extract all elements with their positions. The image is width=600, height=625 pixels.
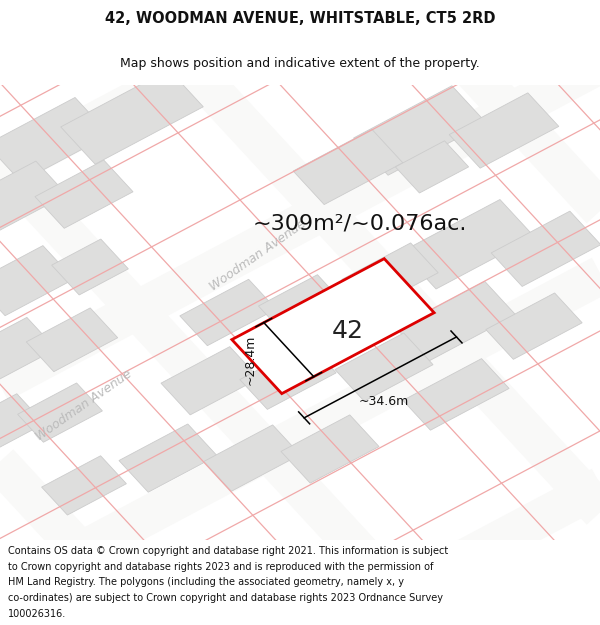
Polygon shape [395, 141, 469, 193]
Polygon shape [401, 199, 535, 289]
Polygon shape [240, 343, 336, 409]
Text: 42: 42 [332, 319, 364, 342]
Polygon shape [17, 383, 103, 442]
Polygon shape [449, 93, 559, 168]
Polygon shape [0, 98, 109, 182]
Polygon shape [0, 246, 74, 316]
Polygon shape [403, 359, 509, 430]
Polygon shape [232, 259, 434, 394]
Polygon shape [52, 239, 128, 295]
Text: HM Land Registry. The polygons (including the associated geometry, namely x, y: HM Land Registry. The polygons (includin… [8, 578, 404, 587]
Polygon shape [396, 281, 516, 362]
Polygon shape [0, 318, 56, 381]
Polygon shape [293, 129, 403, 204]
Polygon shape [35, 160, 133, 228]
Text: Woodman Avenue: Woodman Avenue [208, 217, 308, 294]
Text: to Crown copyright and database rights 2023 and is reproduced with the permissio: to Crown copyright and database rights 2… [8, 562, 433, 572]
Text: ~28.4m: ~28.4m [244, 335, 257, 385]
Text: Map shows position and indicative extent of the property.: Map shows position and indicative extent… [120, 58, 480, 70]
Text: co-ordinates) are subject to Crown copyright and database rights 2023 Ordnance S: co-ordinates) are subject to Crown copyr… [8, 593, 443, 603]
Text: ~34.6m: ~34.6m [359, 395, 409, 408]
Polygon shape [26, 308, 118, 372]
Text: 100026316.: 100026316. [8, 609, 66, 619]
Polygon shape [41, 456, 127, 515]
Polygon shape [61, 69, 203, 164]
Polygon shape [0, 161, 67, 236]
Polygon shape [119, 424, 217, 493]
Polygon shape [281, 415, 379, 483]
Polygon shape [335, 333, 433, 401]
Polygon shape [486, 293, 582, 359]
Text: Contains OS data © Crown copyright and database right 2021. This information is : Contains OS data © Crown copyright and d… [8, 546, 448, 556]
Polygon shape [491, 211, 600, 286]
Text: Woodman Avenue: Woodman Avenue [34, 368, 134, 444]
Polygon shape [353, 86, 487, 175]
Text: ~309m²/~0.076ac.: ~309m²/~0.076ac. [253, 214, 467, 234]
Polygon shape [0, 394, 44, 449]
Polygon shape [204, 425, 300, 491]
Polygon shape [161, 347, 259, 415]
Polygon shape [342, 243, 438, 309]
Text: 42, WOODMAN AVENUE, WHITSTABLE, CT5 2RD: 42, WOODMAN AVENUE, WHITSTABLE, CT5 2RD [105, 11, 495, 26]
Polygon shape [180, 279, 276, 346]
Polygon shape [259, 275, 341, 332]
